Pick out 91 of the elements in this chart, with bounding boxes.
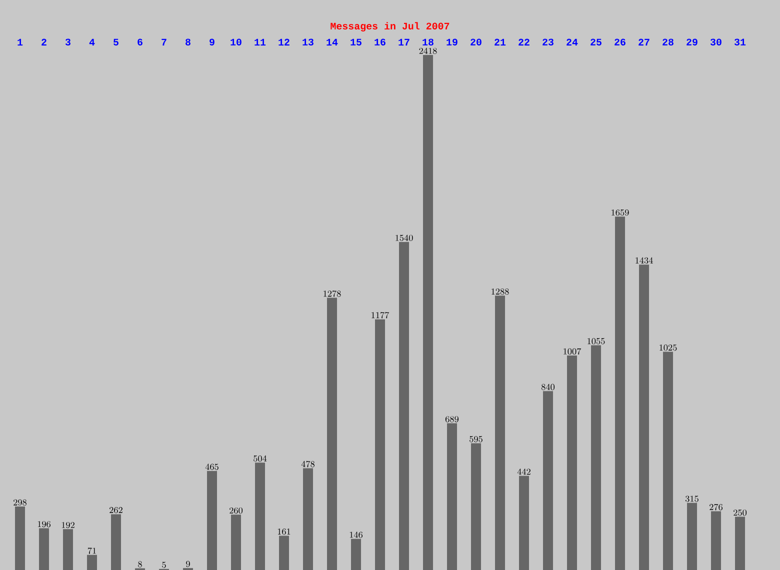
bar <box>543 391 554 570</box>
data-label: 250 <box>734 510 747 516</box>
x-tick-label: 20 <box>470 38 482 46</box>
bar <box>87 554 97 570</box>
bar <box>735 516 746 570</box>
data-label: 2418 <box>419 48 437 54</box>
data-label: 595 <box>470 436 482 442</box>
data-label: 442 <box>517 468 530 475</box>
x-tick-label: 24 <box>566 38 578 46</box>
x-tick-label: 18 <box>422 38 434 46</box>
bar <box>63 529 73 570</box>
data-label: 315 <box>685 496 698 502</box>
data-label: 689 <box>445 416 459 422</box>
x-tick-label: 2 <box>42 38 46 46</box>
data-label: 192 <box>62 522 74 528</box>
bar <box>663 352 674 570</box>
x-tick-label: 9 <box>210 38 214 46</box>
x-tick-label: 3 <box>65 38 70 46</box>
bar <box>471 443 482 570</box>
data-label: 1659 <box>612 209 629 216</box>
bar <box>279 536 290 570</box>
bar <box>207 470 218 570</box>
bar <box>399 242 410 570</box>
x-tick-label: 7 <box>162 38 166 46</box>
x-tick-label: 16 <box>374 38 386 46</box>
x-tick-label: 31 <box>734 38 746 46</box>
data-label: 276 <box>710 504 723 510</box>
bar <box>15 506 25 570</box>
x-tick-label: 27 <box>638 38 650 46</box>
data-label: 146 <box>350 532 363 538</box>
bar <box>39 528 49 570</box>
chart-title: Messages in Jul 2007 <box>330 22 450 32</box>
x-tick-label: 29 <box>686 38 698 46</box>
x-tick-label: 4 <box>89 38 95 46</box>
data-label: 260 <box>230 507 243 514</box>
data-label: 1434 <box>636 257 653 264</box>
bar <box>327 298 338 570</box>
bar <box>375 319 386 570</box>
x-tick-label: 12 <box>278 38 290 46</box>
x-tick-label: 15 <box>350 38 362 46</box>
bar <box>639 264 650 570</box>
data-label: 504 <box>254 455 267 462</box>
data-label: 465 <box>205 464 218 470</box>
bar <box>351 538 362 570</box>
x-tick-label: 17 <box>398 38 410 46</box>
data-label: 262 <box>110 507 122 514</box>
x-tick-label: 8 <box>186 38 190 46</box>
bar <box>615 216 626 570</box>
x-tick-label: 21 <box>494 38 506 46</box>
bar <box>591 345 602 570</box>
data-label: 161 <box>278 528 290 535</box>
data-label: 5 <box>162 562 166 568</box>
data-label: 8 <box>138 561 142 568</box>
x-tick-label: 13 <box>302 38 314 46</box>
bar <box>495 296 506 570</box>
bar <box>687 502 698 570</box>
data-label: 71 <box>88 548 96 554</box>
bar <box>567 356 578 570</box>
x-tick-label: 23 <box>542 38 554 46</box>
bar <box>447 423 458 570</box>
data-label: 1540 <box>396 234 413 242</box>
bar <box>231 514 242 570</box>
x-tick-label: 10 <box>230 38 242 46</box>
data-label: 1288 <box>492 288 509 295</box>
data-label: 9 <box>186 560 190 568</box>
x-tick-label: 25 <box>590 38 602 46</box>
data-label: 1177 <box>372 312 390 318</box>
bar <box>519 476 530 570</box>
x-tick-label: 28 <box>662 38 674 46</box>
data-label: 1055 <box>588 338 605 344</box>
x-tick-label: 14 <box>326 38 338 46</box>
x-tick-label: 30 <box>710 38 722 46</box>
data-label: 298 <box>14 499 27 506</box>
x-tick-label: 19 <box>446 38 458 46</box>
x-tick-label: 1 <box>18 38 23 46</box>
data-label: 1025 <box>660 344 677 351</box>
x-tick-label: 22 <box>518 38 530 46</box>
bar <box>423 54 434 570</box>
x-tick-label: 5 <box>114 38 118 46</box>
x-tick-label: 11 <box>254 38 266 46</box>
x-tick-label: 6 <box>138 38 142 46</box>
x-tick-label: 26 <box>614 38 626 46</box>
data-label: 1278 <box>324 290 341 297</box>
bar <box>111 514 122 570</box>
bar <box>255 462 266 570</box>
data-label: 1007 <box>564 348 582 355</box>
bar <box>711 511 722 570</box>
bar <box>303 468 314 570</box>
data-label: 840 <box>541 384 555 390</box>
data-label: 196 <box>38 521 51 528</box>
data-label: 478 <box>301 460 315 468</box>
